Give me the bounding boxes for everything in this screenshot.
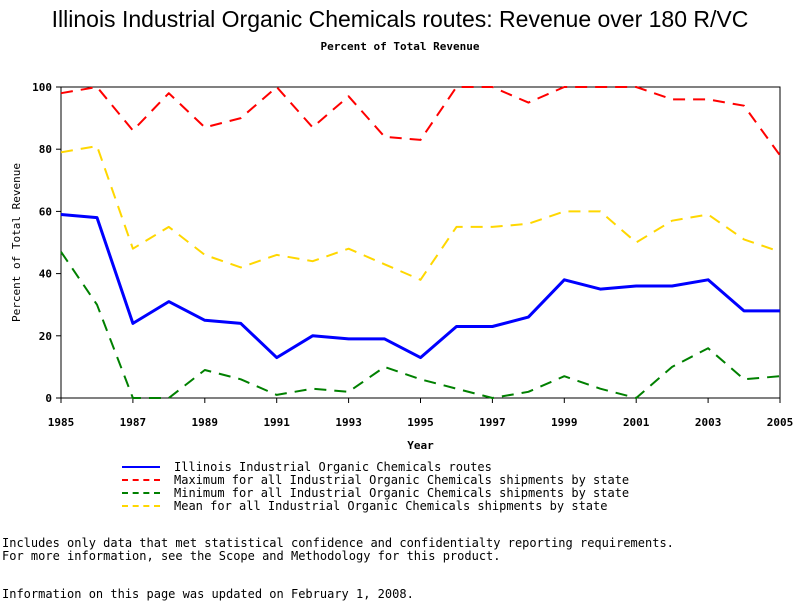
y-tick-label: 40 <box>39 268 52 281</box>
x-tick-label: 1991 <box>263 416 290 429</box>
x-tick-label: 1995 <box>407 416 434 429</box>
legend-label-minimum: Minimum for all Industrial Organic Chemi… <box>174 485 630 500</box>
x-tick-label: 1989 <box>192 416 219 429</box>
legend-swatch-minimum <box>122 491 160 494</box>
series-line-illinois <box>60 213 780 360</box>
legend-item-mean: Mean for all Industrial Organic Chemical… <box>122 498 629 513</box>
x-tick-label: 1993 <box>335 416 362 429</box>
legend-item-minimum: Minimum for all Industrial Organic Chemi… <box>122 485 630 500</box>
legend-swatch-mean <box>122 504 160 507</box>
legend-label-illinois: Illinois Industrial Organic Chemicals ro… <box>174 459 492 474</box>
x-tick-label: 1999 <box>551 416 578 429</box>
chart-title: Illinois Industrial Organic Chemicals ro… <box>51 6 749 32</box>
legend-item-illinois: Illinois Industrial Organic Chemicals ro… <box>122 459 629 474</box>
plot-frame <box>60 86 781 399</box>
legend: Illinois Industrial Organic Chemicals ro… <box>122 459 630 513</box>
y-tick-label: 80 <box>39 143 52 156</box>
series-line-maximum <box>60 86 781 156</box>
legend-label-maximum: Maximum for all Industrial Organic Chemi… <box>174 472 630 487</box>
x-tick-label: 1997 <box>479 416 506 429</box>
legend-label-mean: Mean for all Industrial Organic Chemical… <box>174 498 608 513</box>
x-tick-label: 2001 <box>623 416 650 429</box>
y-tick-label: 100 <box>32 81 52 94</box>
legend-item-maximum: Maximum for all Industrial Organic Chemi… <box>122 472 630 487</box>
footnote-updated: Information on this page was updated on … <box>2 587 414 601</box>
y-tick-label: 60 <box>39 205 52 218</box>
chart-subtitle: Percent of Total Revenue <box>320 40 480 53</box>
x-tick-label: 2003 <box>695 416 722 429</box>
x-tick-label: 2005 <box>767 416 794 429</box>
legend-swatch-illinois <box>122 465 160 468</box>
footnote-confidence: Includes only data that met statistical … <box>2 536 674 550</box>
y-axis-label: Percent of Total Revenue <box>10 163 23 322</box>
series-line-minimum <box>60 251 781 399</box>
y-tick-label: 20 <box>39 330 52 343</box>
x-tick-label: 1987 <box>120 416 147 429</box>
x-tick-label: 1985 <box>48 416 75 429</box>
legend-swatch-maximum <box>122 478 160 481</box>
y-tick-label: 0 <box>45 392 52 405</box>
footnote-methodology: For more information, see the Scope and … <box>2 549 501 563</box>
x-axis-label: Year <box>407 439 434 452</box>
series-line-mean <box>60 145 781 281</box>
